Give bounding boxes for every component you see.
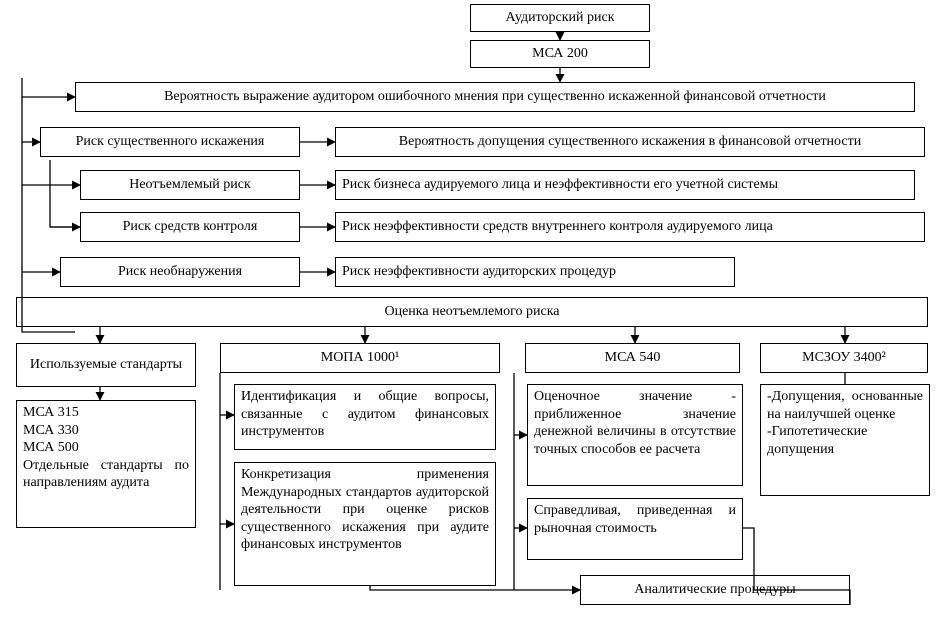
node-msa540-hdr: МСА 540 [525, 343, 740, 373]
node-prob-misstatement: Вероятность допущения существенного иска… [335, 127, 925, 157]
node-analytical: Аналитические процедуры [580, 575, 850, 605]
node-risk-misstatement: Риск существенного искажения [40, 127, 300, 157]
node-mopa-box2: Конкретизация применения Международных с… [234, 462, 496, 586]
node-assumptions: -Допущения, основанные на наилучшей оцен… [760, 384, 930, 496]
node-probability-wrong: Вероятность выражение аудитором ошибочно… [75, 82, 915, 112]
node-detection-risk: Риск необнаружения [60, 257, 300, 287]
node-inherent-risk-desc: Риск бизнеса аудируемого лица и неэффект… [335, 170, 915, 200]
node-standards-list: МСА 315 МСА 330 МСА 500 Отдельные станда… [16, 400, 196, 528]
node-fair-value: Справедливая, приведенная и рыночная сто… [527, 498, 743, 560]
node-control-risk-desc: Риск неэффективности средств внутреннего… [335, 212, 925, 242]
node-standards-used-hdr: Используемые стандарты [16, 343, 196, 387]
node-mopa-box1: Идентификация и общие вопросы, связанные… [234, 384, 496, 450]
node-msa200: МСА 200 [470, 40, 650, 68]
node-inherent-risk: Неотъемлемый риск [80, 170, 300, 200]
node-mszou-hdr: МСЗОУ 3400² [760, 343, 928, 373]
node-audit-risk: Аудиторский риск [470, 4, 650, 32]
node-mopa-hdr: МОПА 1000¹ [220, 343, 500, 373]
node-control-risk: Риск средств контроля [80, 212, 300, 242]
node-assessment: Оценка неотъемлемого риска [16, 297, 928, 327]
node-detection-risk-desc: Риск неэффективности аудиторских процеду… [335, 257, 735, 287]
node-est-value: Оценочное значение - приближенное значен… [527, 384, 743, 486]
